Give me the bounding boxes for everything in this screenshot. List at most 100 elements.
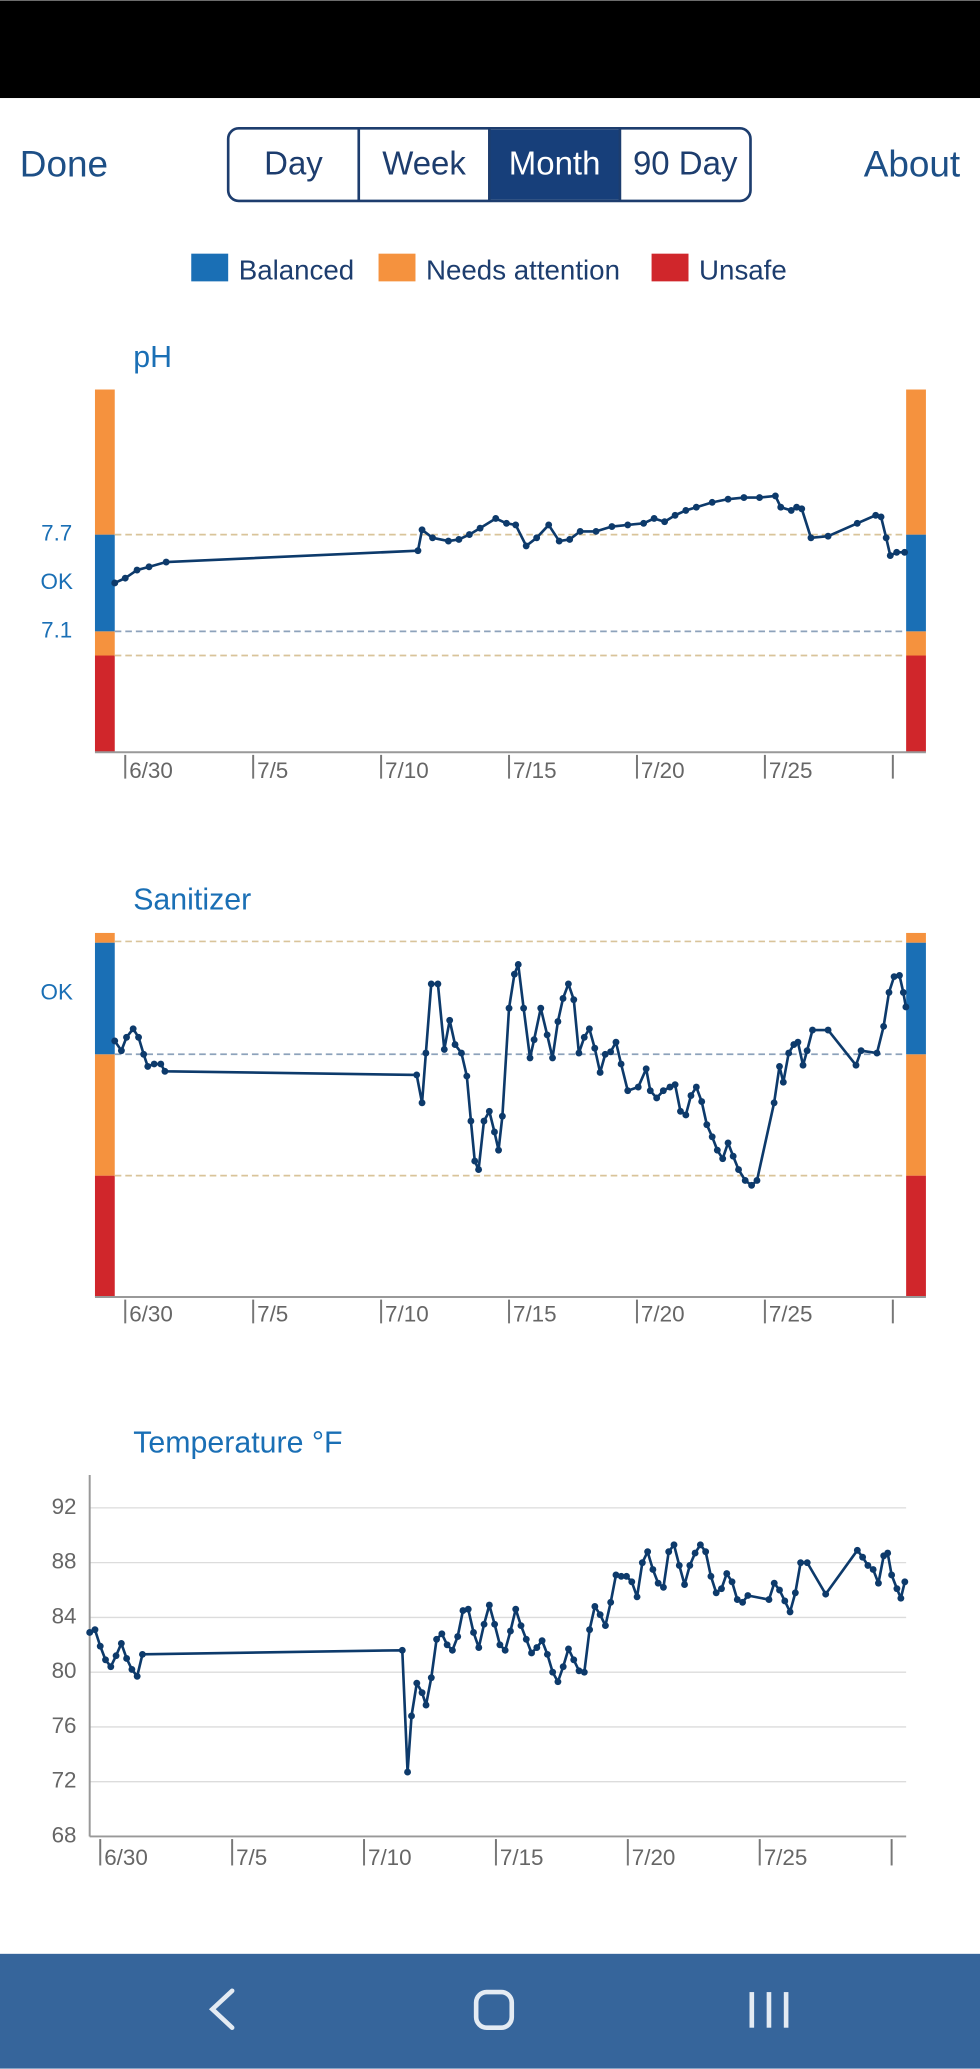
data-point (872, 511, 880, 519)
data-point (422, 1049, 430, 1057)
data-point (624, 521, 632, 529)
x-tick-label: 7/5 (236, 1845, 267, 1870)
data-point (491, 1128, 498, 1136)
data-point (86, 1629, 94, 1636)
zone-band (906, 631, 926, 656)
x-tick-label: 6/30 (129, 758, 173, 783)
data-point (756, 494, 763, 501)
y-tick-label: 92 (52, 1494, 77, 1519)
data-point (799, 1061, 807, 1069)
data-point (776, 1586, 783, 1594)
data-point (591, 1044, 599, 1052)
data-point (654, 1579, 662, 1587)
data-point (896, 971, 903, 979)
data-point (902, 1003, 910, 1011)
data-point (475, 1166, 483, 1173)
data-point (161, 1067, 169, 1075)
x-tick-label: 7/10 (385, 758, 429, 783)
data-point (123, 1655, 131, 1662)
data-point (666, 1083, 674, 1091)
data-point (612, 1038, 620, 1046)
data-point (559, 1663, 567, 1671)
x-tick-label: 7/10 (368, 1845, 412, 1870)
tab[interactable]: Day (264, 145, 323, 182)
x-tick-label: 7/10 (385, 1301, 429, 1326)
data-point (585, 1025, 593, 1033)
home-button[interactable] (473, 1989, 515, 2030)
data-point (735, 1166, 742, 1173)
data-point (505, 1004, 513, 1012)
tab[interactable]: Month (509, 145, 601, 182)
data-point (408, 1712, 415, 1720)
data-point (753, 1177, 761, 1184)
data-point (728, 1578, 736, 1586)
data-point (708, 498, 716, 506)
data-point (696, 1541, 704, 1549)
tab[interactable]: 90 Day (633, 145, 738, 182)
data-point (698, 1098, 706, 1106)
done-button[interactable]: Done (20, 143, 108, 184)
data-point (601, 1050, 609, 1058)
y-tick-label: 68 (52, 1822, 77, 1847)
data-point (459, 1607, 467, 1614)
data-point (580, 1668, 588, 1676)
zone-band (94, 1054, 115, 1176)
data-point (612, 1571, 620, 1579)
data-point (646, 1087, 654, 1095)
data-point (492, 515, 500, 522)
data-point (491, 1620, 499, 1628)
y-tick-label: 80 (52, 1658, 77, 1683)
tab[interactable]: Week (382, 145, 466, 182)
data-point (96, 1642, 104, 1650)
data-point (640, 519, 648, 527)
y-tick-label: 76 (52, 1713, 77, 1738)
about-button[interactable]: About (864, 143, 961, 184)
x-tick-label: 7/15 (500, 1845, 544, 1870)
data-point (886, 552, 894, 559)
data-point (786, 1608, 794, 1616)
data-point (712, 1589, 720, 1597)
data-point (503, 519, 510, 527)
data-point (413, 1071, 421, 1079)
data-point (102, 1656, 109, 1664)
data-point (852, 1061, 860, 1069)
data-point (145, 563, 153, 571)
data-point (857, 1047, 865, 1055)
zone-band (94, 942, 115, 1055)
data-point (448, 1646, 456, 1654)
data-point (455, 536, 463, 543)
recent-button[interactable] (749, 1992, 789, 2028)
y-tick-label: 88 (52, 1549, 77, 1574)
data-point (670, 1541, 678, 1549)
data-point (537, 1004, 545, 1012)
data-point (692, 503, 700, 511)
back-button[interactable] (208, 1988, 235, 2030)
data-point (444, 537, 452, 545)
data-point (510, 970, 518, 978)
data-point (607, 1048, 615, 1056)
data-point (498, 1112, 506, 1120)
data-point (418, 526, 426, 534)
chart-title: Temperature °F (133, 1427, 342, 1460)
x-tick-label: 7/20 (641, 758, 685, 783)
zone-band (906, 389, 926, 535)
data-point (565, 1645, 572, 1653)
data-point (779, 1078, 787, 1086)
data-point (644, 1548, 652, 1556)
data-line (89, 1543, 907, 1774)
zone-band (906, 942, 926, 1055)
data-point (770, 1579, 778, 1587)
zone-band (906, 1175, 926, 1297)
data-point (414, 547, 422, 555)
data-point (733, 1596, 741, 1604)
zone-band (94, 631, 115, 656)
data-point (549, 1668, 557, 1676)
data-point (433, 1635, 441, 1643)
data-point (781, 1597, 789, 1605)
data-point (476, 524, 484, 532)
legend-label: Unsafe (699, 254, 787, 285)
data-point (739, 1598, 747, 1606)
data-point (899, 988, 907, 996)
